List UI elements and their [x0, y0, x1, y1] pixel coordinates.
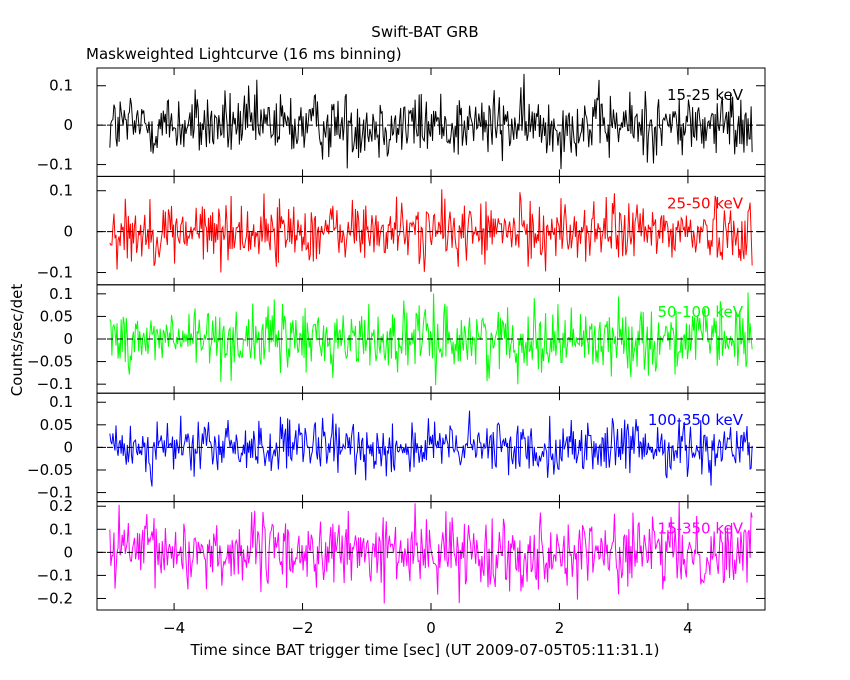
series-line-5	[109, 501, 753, 604]
band-label-3: 50-100 keV	[657, 303, 743, 321]
band-label-1: 15-25 keV	[667, 86, 744, 104]
y-tick-label: 0.1	[49, 285, 73, 303]
band-label-4: 100-350 keV	[648, 411, 744, 429]
panel-3: −0.1 −0.05 0 0.05 0.1 50-100 keV	[27, 284, 766, 394]
chart-title: Swift-BAT GRB	[371, 23, 478, 41]
y-tick-label: −0.05	[27, 353, 73, 371]
series-line-2	[109, 189, 753, 273]
y-tick-label: 0.05	[40, 416, 73, 434]
y-tick-label: 0.1	[49, 520, 73, 538]
x-tick-label: 0	[426, 619, 436, 637]
y-tick-label: 0	[63, 116, 73, 134]
y-tick-label: 0.2	[49, 497, 73, 515]
y-tick-label: −0.05	[27, 461, 73, 479]
x-tick-label: −4	[163, 619, 185, 637]
y-tick-label: 0	[63, 543, 73, 561]
panels: −0.100.115-25 keV−0.100.125-50 keV−0.1−0…	[27, 67, 766, 611]
band-label-5: 15-350 keV	[657, 520, 743, 538]
series-line-1	[109, 73, 753, 170]
y-tick-label: 0.1	[49, 182, 73, 200]
y-tick-label: 0.05	[40, 307, 73, 325]
y-tick-label: −0.2	[37, 589, 73, 607]
y-tick-label: 0.1	[49, 77, 73, 95]
y-tick-label: −0.1	[37, 156, 73, 174]
x-axis-tick-labels: −4 −2 0 2 4	[163, 619, 693, 637]
y-tick-label: 0	[63, 330, 73, 348]
series-line-4	[109, 410, 753, 487]
y-axis-label: Counts/sec/det	[8, 284, 26, 397]
y-tick-label: −0.1	[37, 566, 73, 584]
panel-1: −0.1 0 0.1 15-25 keV	[37, 67, 766, 177]
band-label-2: 25-50 keV	[667, 194, 744, 212]
y-tick-label: 0.1	[49, 393, 73, 411]
x-axis-label: Time since BAT trigger time [sec] (UT 20…	[190, 641, 660, 659]
x-tick-label: 4	[683, 619, 693, 637]
panel-5: −0.2 −0.1 0 0.1 0.2 15-350 keV	[37, 497, 766, 611]
y-tick-label: −0.1	[37, 484, 73, 502]
panel-2: −0.1 0 0.1 25-50 keV	[37, 175, 766, 286]
y-tick-label: −0.1	[37, 375, 73, 393]
y-tick-label: 0	[63, 438, 73, 456]
panel-4: −0.1 −0.05 0 0.05 0.1 100-350 keV	[27, 392, 766, 503]
x-tick-label: −2	[291, 619, 313, 637]
chart-subtitle: Maskweighted Lightcurve (16 ms binning)	[86, 45, 402, 63]
y-tick-label: −0.1	[37, 264, 73, 282]
series-line-3	[109, 292, 753, 385]
y-tick-label: 0	[63, 223, 73, 241]
x-tick-label: 2	[555, 619, 565, 637]
